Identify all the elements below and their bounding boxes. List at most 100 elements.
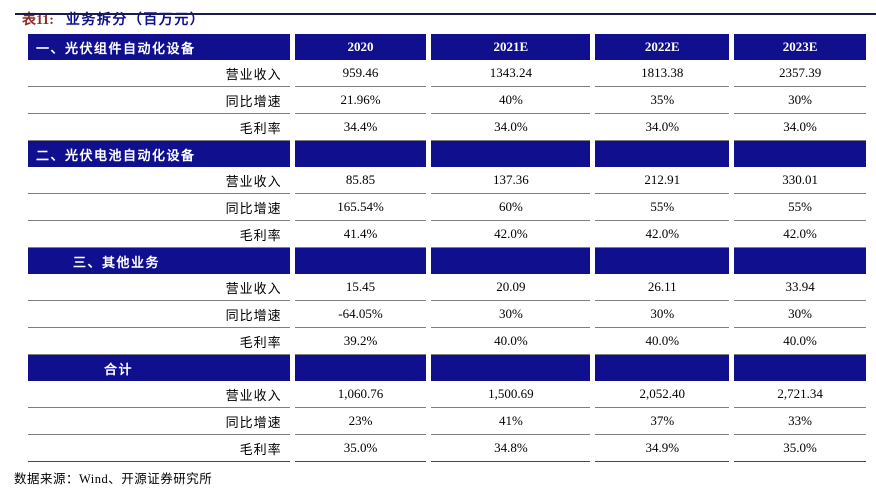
value-cell: 39.2% xyxy=(294,328,427,355)
table-row: 同比增速 21.96% 40% 35% 30% xyxy=(28,87,866,114)
value-cell: 212.91 xyxy=(595,167,730,194)
value-cell: 330.01 xyxy=(734,167,866,194)
value-cell: 33% xyxy=(734,408,866,435)
value-cell: 34.8% xyxy=(431,435,591,462)
section-header-spacer xyxy=(595,355,730,381)
year-column-header-2022e: 2022E xyxy=(595,34,730,60)
total-section-label: 合计 xyxy=(28,355,290,381)
value-cell: 30% xyxy=(734,87,866,114)
row-label: 营业收入 xyxy=(28,167,290,194)
value-cell: 959.46 xyxy=(294,60,427,87)
value-cell: 30% xyxy=(431,301,591,328)
table-row: 同比增速 23% 41% 37% 33% xyxy=(28,408,866,435)
value-cell: 40.0% xyxy=(431,328,591,355)
section-2-label: 二、光伏电池自动化设备 xyxy=(28,141,290,167)
section-header-spacer xyxy=(595,248,730,274)
row-label: 同比增速 xyxy=(28,87,290,114)
value-cell: 30% xyxy=(595,301,730,328)
value-cell: 40.0% xyxy=(734,328,866,355)
value-cell: 30% xyxy=(734,301,866,328)
section-header-spacer xyxy=(294,355,427,381)
section-1-label: 一、光伏组件自动化设备 xyxy=(28,34,290,60)
row-label: 毛利率 xyxy=(28,435,290,462)
value-cell: 35.0% xyxy=(734,435,866,462)
value-cell: 137.36 xyxy=(431,167,591,194)
section-header-row: 合计 xyxy=(28,355,866,381)
table-row: 营业收入 1,060.76 1,500.69 2,052.40 2,721.34 xyxy=(28,381,866,408)
value-cell: 1,060.76 xyxy=(294,381,427,408)
table-row: 毛利率 41.4% 42.0% 42.0% 42.0% xyxy=(28,221,866,248)
value-cell: 34.0% xyxy=(734,114,866,141)
value-cell: 41% xyxy=(431,408,591,435)
value-cell: 2357.39 xyxy=(734,60,866,87)
value-cell: 23% xyxy=(294,408,427,435)
value-cell: 15.45 xyxy=(294,274,427,301)
year-column-header-2023e: 2023E xyxy=(734,34,866,60)
table-caption-title: 业务拆分（百万元） xyxy=(65,13,206,28)
value-cell: 85.85 xyxy=(294,167,427,194)
page-top-rule xyxy=(15,13,876,15)
value-cell: 55% xyxy=(734,194,866,221)
row-label: 营业收入 xyxy=(28,381,290,408)
year-column-header-2020: 2020 xyxy=(294,34,427,60)
section-header-spacer xyxy=(595,141,730,167)
value-cell: 34.9% xyxy=(595,435,730,462)
table-caption: 表11: 业务拆分（百万元） xyxy=(22,11,876,30)
section-header-spacer xyxy=(431,248,591,274)
value-cell: 34.4% xyxy=(294,114,427,141)
section-header-spacer xyxy=(431,355,591,381)
table-row: 同比增速 -64.05% 30% 30% 30% xyxy=(28,301,866,328)
value-cell: 55% xyxy=(595,194,730,221)
value-cell: 34.0% xyxy=(595,114,730,141)
value-cell: 35.0% xyxy=(294,435,427,462)
value-cell: 42.0% xyxy=(595,221,730,248)
value-cell: 26.11 xyxy=(595,274,730,301)
value-cell: 1813.38 xyxy=(595,60,730,87)
value-cell: 20.09 xyxy=(431,274,591,301)
section-header-spacer xyxy=(431,141,591,167)
table-row: 毛利率 35.0% 34.8% 34.9% 35.0% xyxy=(28,435,866,462)
row-label: 营业收入 xyxy=(28,274,290,301)
section-header-spacer xyxy=(734,141,866,167)
section-header-spacer xyxy=(734,355,866,381)
data-source-note: 数据来源：Wind、开源证券研究所 xyxy=(14,472,213,486)
business-breakdown-table: 一、光伏组件自动化设备 2020 2021E 2022E 2023E 营业收入 … xyxy=(23,34,871,462)
table-row: 毛利率 39.2% 40.0% 40.0% 40.0% xyxy=(28,328,866,355)
value-cell: 40% xyxy=(431,87,591,114)
value-cell: 1343.24 xyxy=(431,60,591,87)
value-cell: 37% xyxy=(595,408,730,435)
year-column-header-2021e: 2021E xyxy=(431,34,591,60)
row-label: 同比增速 xyxy=(28,408,290,435)
value-cell: 2,052.40 xyxy=(595,381,730,408)
table-row: 营业收入 15.45 20.09 26.11 33.94 xyxy=(28,274,866,301)
table-row: 毛利率 34.4% 34.0% 34.0% 34.0% xyxy=(28,114,866,141)
section-header-row: 三、其他业务 xyxy=(28,248,866,274)
section-3-label: 三、其他业务 xyxy=(28,248,290,274)
section-header-row: 一、光伏组件自动化设备 2020 2021E 2022E 2023E xyxy=(28,34,866,60)
row-label: 毛利率 xyxy=(28,221,290,248)
table-row: 营业收入 959.46 1343.24 1813.38 2357.39 xyxy=(28,60,866,87)
section-header-spacer xyxy=(734,248,866,274)
value-cell: 42.0% xyxy=(431,221,591,248)
table-row: 同比增速 165.54% 60% 55% 55% xyxy=(28,194,866,221)
row-label: 同比增速 xyxy=(28,194,290,221)
value-cell: 1,500.69 xyxy=(431,381,591,408)
value-cell: 40.0% xyxy=(595,328,730,355)
row-label: 毛利率 xyxy=(28,328,290,355)
table-row: 营业收入 85.85 137.36 212.91 330.01 xyxy=(28,167,866,194)
row-label: 营业收入 xyxy=(28,60,290,87)
value-cell: 2,721.34 xyxy=(734,381,866,408)
section-header-spacer xyxy=(294,248,427,274)
value-cell: 34.0% xyxy=(431,114,591,141)
value-cell: 21.96% xyxy=(294,87,427,114)
value-cell: -64.05% xyxy=(294,301,427,328)
table-caption-number: 表11: xyxy=(22,13,54,28)
row-label: 毛利率 xyxy=(28,114,290,141)
section-header-row: 二、光伏电池自动化设备 xyxy=(28,141,866,167)
value-cell: 60% xyxy=(431,194,591,221)
value-cell: 33.94 xyxy=(734,274,866,301)
value-cell: 35% xyxy=(595,87,730,114)
value-cell: 42.0% xyxy=(734,221,866,248)
value-cell: 41.4% xyxy=(294,221,427,248)
row-label: 同比增速 xyxy=(28,301,290,328)
